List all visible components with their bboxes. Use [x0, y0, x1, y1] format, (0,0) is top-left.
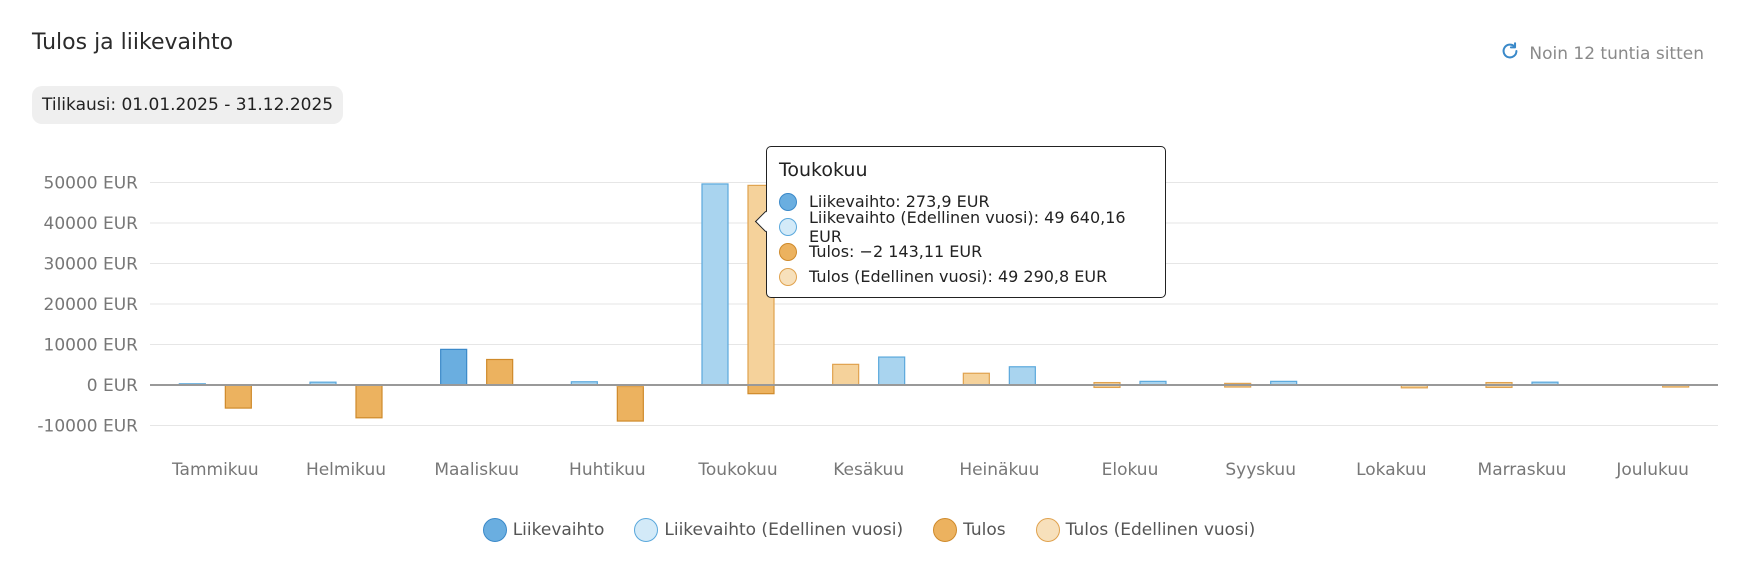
bar-liikevaihto-prev — [1008, 366, 1036, 386]
liikevaihto-dot-icon — [779, 192, 797, 211]
y-tick-label: 50000 EUR — [44, 174, 139, 194]
x-tick-label: Marraskuu — [1478, 460, 1567, 480]
bar-tulos — [747, 384, 775, 395]
bar-liikevaihto — [440, 348, 468, 386]
x-tick-label: Huhtikuu — [569, 460, 646, 480]
legend-label: Tulos (Edellinen vuosi) — [1065, 520, 1256, 540]
y-tick-label: -10000 EUR — [37, 417, 138, 437]
x-tick-label: Toukokuu — [697, 460, 777, 480]
chart-title: Tulos ja liikevaihto — [32, 30, 234, 55]
legend-label: Liikevaihto — [512, 520, 605, 540]
x-tick-label: Helmikuu — [306, 460, 386, 480]
tooltip-row-text: Liikevaihto: 273,9 EUR — [809, 192, 990, 211]
bar-tulos — [224, 384, 252, 409]
chart-legend: Liikevaihto Liikevaihto (Edellinen vuosi… — [0, 518, 1738, 542]
tulos-prev-dot-icon — [779, 267, 797, 286]
y-tick-label: 0 EUR — [87, 376, 138, 396]
tooltip-row: Tulos (Edellinen vuosi): 49 290,8 EUR — [779, 264, 1153, 289]
tooltip-row: Tulos: −2 143,11 EUR — [779, 239, 1153, 264]
liikevaihto-prev-swatch-icon — [634, 518, 659, 542]
tooltip-row-text: Tulos: −2 143,11 EUR — [809, 242, 983, 261]
liikevaihto-prev-dot-icon — [779, 217, 797, 236]
refresh-button[interactable]: Noin 12 tuntia sitten — [1499, 40, 1704, 67]
bar-tulos-prev — [962, 372, 990, 386]
bar-tulos-prev — [832, 363, 860, 386]
tulos-swatch-icon — [933, 518, 958, 542]
y-tick-label: 20000 EUR — [44, 295, 139, 315]
bar-liikevaihto-prev — [701, 183, 729, 386]
tooltip-title: Toukokuu — [779, 159, 868, 181]
tulos-prev-swatch-icon — [1035, 518, 1060, 542]
y-tick-label: 40000 EUR — [44, 214, 139, 234]
bar-tulos — [616, 384, 644, 422]
y-tick-label: 30000 EUR — [44, 255, 139, 275]
bar-liikevaihto-prev — [878, 356, 906, 386]
legend-item-liikevaihto[interactable]: Liikevaihto — [482, 518, 605, 542]
refresh-label: Noin 12 tuntia sitten — [1529, 43, 1704, 64]
tooltip-row-text: Liikevaihto (Edellinen vuosi): 49 640,16… — [809, 207, 1126, 246]
x-tick-label: Syyskuu — [1225, 460, 1296, 480]
bar-tulos — [355, 384, 383, 419]
x-tick-label: Joulukuu — [1615, 460, 1689, 480]
refresh-icon — [1499, 40, 1521, 67]
x-tick-label: Elokuu — [1102, 460, 1159, 480]
x-tick-label: Tammikuu — [171, 460, 259, 480]
tooltip-row-text: Tulos (Edellinen vuosi): 49 290,8 EUR — [809, 267, 1108, 286]
legend-label: Tulos — [963, 520, 1006, 540]
y-tick-label: 10000 EUR — [44, 336, 139, 356]
legend-item-tulos[interactable]: Tulos — [933, 518, 1006, 542]
x-tick-label: Heinäkuu — [959, 460, 1039, 480]
chart-tooltip: Toukokuu Liikevaihto: 273,9 EUR Liikevai… — [766, 146, 1166, 298]
legend-item-tulos-prev[interactable]: Tulos (Edellinen vuosi) — [1035, 518, 1256, 542]
tooltip-row: Liikevaihto: 273,9 EUR — [779, 189, 1153, 214]
period-chip[interactable]: Tilikausi: 01.01.2025 - 31.12.2025 — [32, 86, 344, 124]
liikevaihto-swatch-icon — [482, 518, 507, 542]
x-tick-label: Kesäkuu — [833, 460, 904, 480]
tooltip-row: Liikevaihto (Edellinen vuosi): 49 640,16… — [779, 208, 1153, 246]
x-tick-label: Lokakuu — [1356, 460, 1426, 480]
bar-tulos — [486, 358, 514, 386]
legend-item-liikevaihto-prev[interactable]: Liikevaihto (Edellinen vuosi) — [634, 518, 903, 542]
x-tick-label: Maaliskuu — [434, 460, 519, 480]
tulos-dot-icon — [779, 242, 797, 261]
legend-label: Liikevaihto (Edellinen vuosi) — [664, 520, 904, 540]
